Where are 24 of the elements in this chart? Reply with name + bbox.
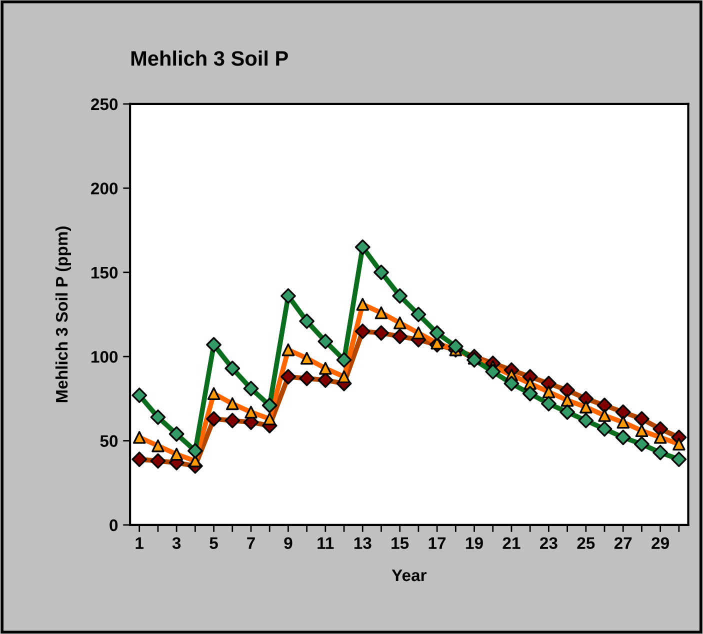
y-tick-label: 250: [91, 98, 118, 110]
x-tick-label: 17: [428, 537, 446, 549]
y-tick-label: 50: [100, 435, 118, 447]
x-tick-label: 15: [392, 537, 409, 549]
x-tick-label: 29: [652, 537, 669, 549]
x-tick-label: 11: [318, 537, 334, 549]
y-tick-label: 200: [91, 182, 118, 194]
x-axis-title: Year: [392, 570, 427, 582]
x-tick-label: 25: [577, 537, 595, 549]
y-tick-label: 0: [110, 519, 118, 532]
x-tick-label: 27: [614, 537, 632, 549]
x-tick-label: 1: [136, 537, 144, 549]
y-axis-title: Mehlich 3 Soil P (ppm): [55, 226, 71, 402]
x-tick-label: 19: [466, 537, 483, 549]
x-tick-label: 5: [210, 537, 218, 549]
x-tick-label: 7: [247, 537, 255, 549]
x-tick-label: 9: [284, 537, 292, 549]
x-tick-label: 21: [502, 537, 520, 549]
x-tick-label: 13: [354, 537, 372, 550]
x-tick-label: 23: [540, 537, 558, 550]
x-tick-label: 3: [172, 537, 181, 550]
y-tick-label: 150: [91, 266, 118, 279]
chart-title: Mehlich 3 Soil P: [131, 50, 288, 66]
y-tick-label: 100: [91, 350, 118, 363]
